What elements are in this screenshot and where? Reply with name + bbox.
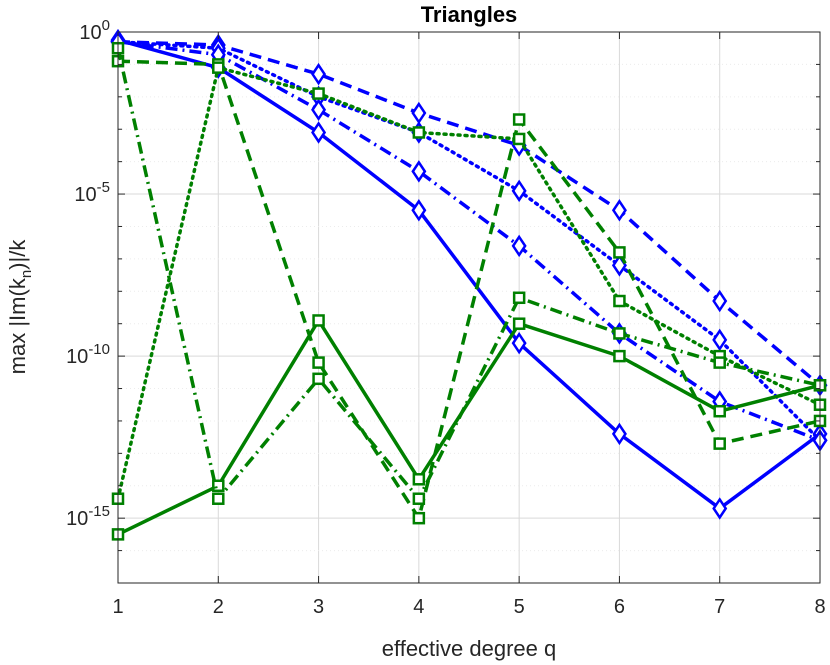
plot-area [118, 32, 820, 583]
square-marker [512, 291, 526, 305]
x-tick-label: 5 [514, 596, 525, 618]
diamond-marker [511, 234, 527, 258]
square-marker [412, 511, 426, 525]
diamond-marker [311, 62, 327, 86]
square-marker [713, 404, 726, 418]
square-marker [212, 492, 225, 505]
diamond-marker [712, 289, 728, 313]
axes-box [117, 31, 821, 584]
series-layer [110, 28, 828, 541]
diamond-marker [712, 497, 728, 520]
square-marker [412, 492, 426, 505]
square-marker [212, 479, 225, 493]
diamond-marker [311, 121, 327, 144]
y-tick-label: 10-5 [74, 179, 110, 206]
y-axis-label: max |Im(kn)|/k [5, 239, 35, 375]
square-marker [212, 61, 225, 74]
square-marker [613, 327, 626, 340]
diamond-marker [411, 199, 427, 222]
square-marker [713, 437, 726, 450]
square-marker [713, 356, 726, 369]
square-marker [312, 314, 325, 327]
x-tick-label: 1 [112, 596, 123, 618]
square-marker [512, 317, 526, 330]
square-marker [512, 132, 526, 146]
y-axis-label-sub: n [18, 270, 35, 278]
diamond-marker [611, 422, 627, 446]
y-axis-label-prefix: max |Im(k [5, 277, 30, 374]
series-green-solid-square [111, 314, 827, 541]
diamond-marker [511, 179, 527, 203]
x-tick-label: 8 [814, 596, 825, 618]
series-line [117, 318, 821, 536]
square-marker [412, 126, 426, 139]
ticks: 1 2 3 4 5 6 7 8 100 10-5 10-10 10-15 [66, 17, 826, 618]
series-line [117, 38, 822, 511]
diamond-marker [411, 160, 427, 183]
square-marker [312, 356, 325, 369]
square-marker [312, 87, 325, 100]
square-marker [613, 246, 626, 259]
series-line [116, 47, 821, 501]
square-marker [512, 113, 526, 126]
diamond-marker [611, 199, 627, 222]
diamond-marker [311, 98, 327, 122]
square-marker [412, 473, 426, 486]
square-marker [613, 294, 626, 308]
x-axis-label: effective degree q [382, 636, 557, 661]
series-line [117, 59, 821, 520]
diamond-marker [712, 328, 728, 352]
x-tick-label: 3 [313, 596, 324, 618]
x-tick-label: 6 [614, 596, 625, 618]
series-line [117, 39, 821, 443]
diamond-marker [511, 331, 527, 355]
square-marker [613, 349, 626, 363]
chart-title: Triangles [421, 2, 518, 27]
series-line [117, 39, 822, 387]
series-line [116, 39, 822, 443]
y-tick-label: 10-10 [66, 341, 110, 368]
y-axis-label-suffix: )|/k [5, 239, 30, 270]
x-tick-label: 2 [213, 596, 224, 618]
x-tick-label: 7 [714, 596, 725, 618]
square-marker [312, 372, 325, 386]
y-tick-label: 10-15 [66, 503, 110, 530]
y-tick-label: 100 [79, 17, 110, 44]
x-tick-label: 4 [413, 596, 424, 618]
